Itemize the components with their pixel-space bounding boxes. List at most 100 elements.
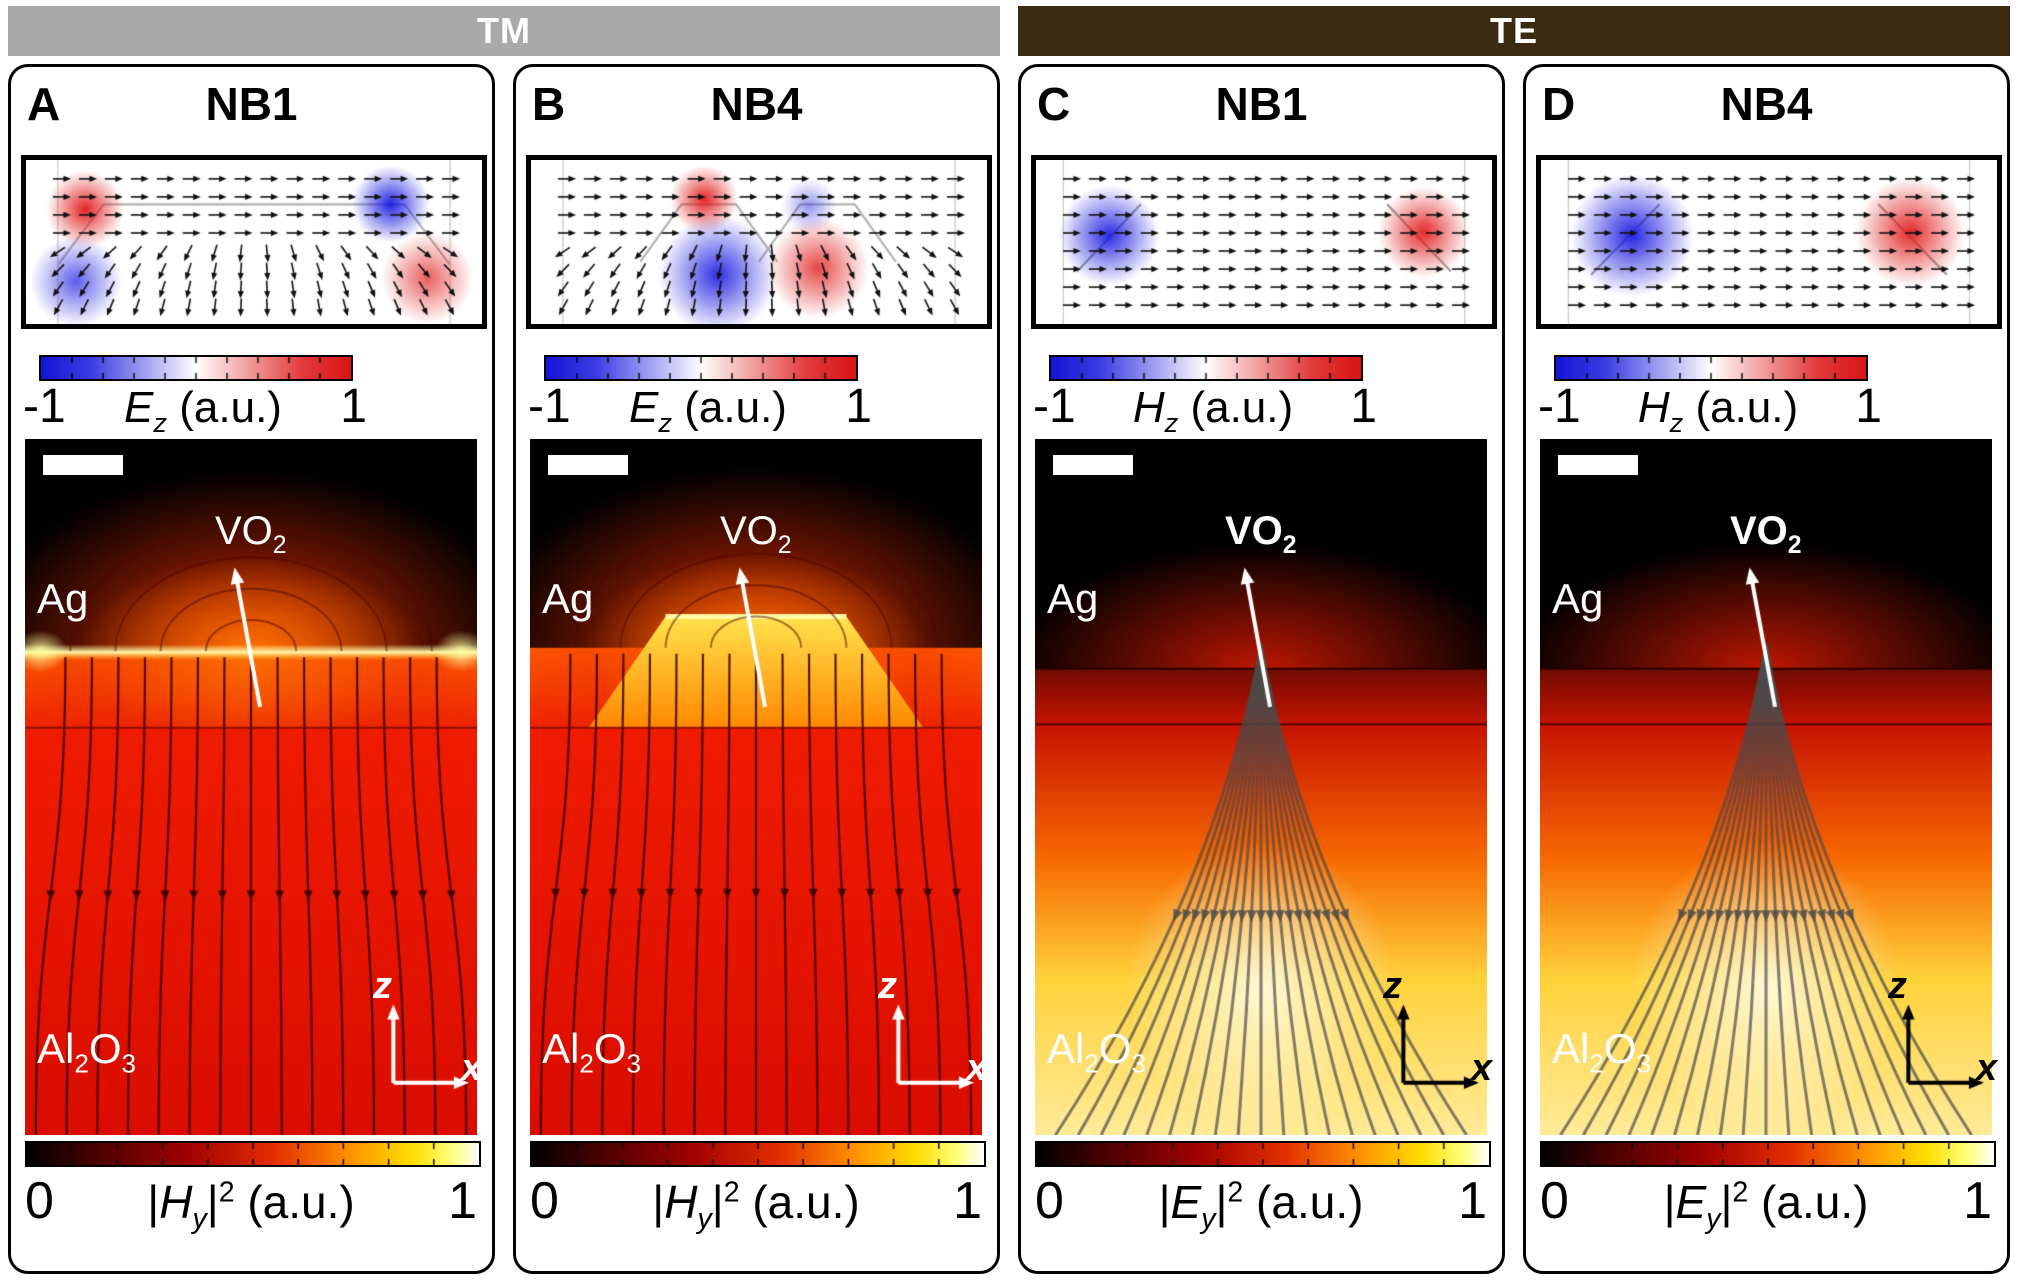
intensity-symbol: H <box>159 1176 193 1228</box>
vector-field-canvas <box>1031 155 1497 329</box>
scale-bar <box>43 455 123 475</box>
intensity-symbol: E <box>1170 1176 1202 1228</box>
intensity-map-canvas <box>530 439 982 1135</box>
header-bar-te: TE <box>1018 6 2010 56</box>
field-units: (a.u.) <box>672 383 787 432</box>
field-colorbar <box>39 355 353 381</box>
z-axis-label: z <box>373 965 392 1007</box>
vo2-text: VO <box>720 509 778 553</box>
intensity-units: (a.u.) <box>739 1176 860 1228</box>
abs-bar-left: | <box>652 1176 665 1228</box>
substrate-s1: 2 <box>1084 1048 1099 1079</box>
field-colorbar-title: Ez (a.u.) <box>124 383 282 439</box>
substrate-p2: O <box>1098 1025 1132 1072</box>
panel: D NB4 -1 Hz (a.u.) 1 Ag VO2 Al2O3 z x 0 … <box>1523 64 2010 1274</box>
substrate-s2: 3 <box>1636 1048 1651 1079</box>
panel-letter: B <box>532 78 566 130</box>
intensity-map: Ag VO2 Al2O3 z x <box>1540 439 1997 1135</box>
intensity-colorbar-labels: 0 |Hy|2 (a.u.) 1 <box>530 1171 982 1236</box>
intensity-colorbar-canvas <box>25 1141 481 1167</box>
vo2-text: VO <box>1225 509 1283 553</box>
field-symbol: H <box>1637 383 1670 432</box>
substrate-label: Al2O3 <box>1047 1025 1146 1079</box>
vo2-sub: 2 <box>1787 532 1802 559</box>
panel: A NB1 -1 Ez (a.u.) 1 Ag VO2 Al2O3 z x 0 … <box>8 64 495 1274</box>
intensity-symbol-sub: y <box>1201 1203 1216 1236</box>
field-colorbar-canvas <box>1049 355 1363 381</box>
intensity-symbol-sub: y <box>697 1203 712 1236</box>
abs-bar-right: | <box>1215 1176 1228 1228</box>
vo2-sub: 2 <box>1282 532 1297 559</box>
intensity-min: 0 <box>530 1172 559 1230</box>
intensity-colorbar-canvas <box>1540 1141 1996 1167</box>
intensity-max: 1 <box>1458 1172 1487 1230</box>
field-colorbar <box>544 355 858 381</box>
intensity-colorbar-labels: 0 |Hy|2 (a.u.) 1 <box>25 1171 477 1236</box>
intensity-symbol-sub: y <box>192 1203 207 1236</box>
metal-label: Ag <box>542 575 594 622</box>
field-colorbar-min: -1 <box>1033 380 1076 433</box>
substrate-s2: 3 <box>626 1048 641 1079</box>
z-axis-label: z <box>1383 965 1402 1007</box>
field-units: (a.u.) <box>167 383 282 432</box>
vector-field-canvas <box>1536 155 2002 329</box>
field-colorbar-canvas <box>1554 355 1868 381</box>
intensity-map: Ag VO2 Al2O3 z x <box>1035 439 1492 1135</box>
field-colorbar <box>1554 355 1868 381</box>
x-axis-label: x <box>1976 1047 1998 1089</box>
abs-bar-right: | <box>206 1176 219 1228</box>
x-axis-label: x <box>1471 1047 1493 1089</box>
scale-bar <box>1558 455 1638 475</box>
abs-bar-left: | <box>1158 1176 1171 1228</box>
field-colorbar-labels: -1 Hz (a.u.) 1 <box>1033 379 1377 439</box>
intensity-symbol: H <box>664 1176 698 1228</box>
field-colorbar-title: Hz (a.u.) <box>1133 383 1293 439</box>
substrate-s2: 3 <box>1131 1048 1146 1079</box>
field-symbol-sub: z <box>1164 406 1179 438</box>
intensity-map: Ag VO2 Al2O3 z x <box>530 439 987 1135</box>
substrate-p2: O <box>1603 1025 1637 1072</box>
intensity-title: |Ey|2 (a.u.) <box>1664 1175 1869 1236</box>
field-colorbar-max: 1 <box>845 380 872 433</box>
field-colorbar-min: -1 <box>528 380 571 433</box>
field-colorbar-labels: -1 Ez (a.u.) 1 <box>528 379 872 439</box>
field-colorbar-max: 1 <box>340 380 367 433</box>
intensity-map-canvas <box>1035 439 1487 1135</box>
panel-letter: D <box>1542 78 1576 130</box>
vo2-label: VO2 <box>720 509 792 560</box>
field-colorbar-max: 1 <box>1855 380 1882 433</box>
intensity-min: 0 <box>25 1172 54 1230</box>
field-colorbar-title: Hz (a.u.) <box>1638 383 1798 439</box>
intensity-exponent: 2 <box>1227 1176 1244 1209</box>
intensity-units: (a.u.) <box>234 1176 355 1228</box>
intensity-title: |Ey|2 (a.u.) <box>1159 1175 1364 1236</box>
intensity-colorbar <box>530 1141 986 1167</box>
field-symbol-sub: z <box>1669 406 1684 438</box>
field-units: (a.u.) <box>1178 383 1294 432</box>
substrate-p1: Al <box>542 1025 580 1072</box>
vo2-sub: 2 <box>272 532 287 559</box>
substrate-s1: 2 <box>1589 1048 1604 1079</box>
intensity-max: 1 <box>448 1172 477 1230</box>
intensity-map: Ag VO2 Al2O3 z x <box>25 439 482 1135</box>
scale-bar <box>548 455 628 475</box>
substrate-p1: Al <box>37 1025 75 1072</box>
intensity-exponent: 2 <box>218 1176 235 1209</box>
x-axis-label: x <box>966 1047 988 1089</box>
intensity-colorbar-labels: 0 |Ey|2 (a.u.) 1 <box>1035 1171 1487 1236</box>
panel-letter: C <box>1037 78 1071 130</box>
vector-field-plot <box>1536 155 2002 329</box>
intensity-title: |Hy|2 (a.u.) <box>147 1175 354 1236</box>
panel-title: NB4 <box>1720 78 1813 130</box>
intensity-colorbar-labels: 0 |Ey|2 (a.u.) 1 <box>1540 1171 1992 1236</box>
field-symbol-sub: z <box>153 406 168 438</box>
panel: C NB1 -1 Hz (a.u.) 1 Ag VO2 Al2O3 z x 0 … <box>1018 64 1505 1274</box>
substrate-label: Al2O3 <box>37 1025 136 1079</box>
field-colorbar-labels: -1 Hz (a.u.) 1 <box>1538 379 1882 439</box>
vo2-text: VO <box>1730 509 1788 553</box>
intensity-title: |Hy|2 (a.u.) <box>652 1175 859 1236</box>
vector-field-plot <box>21 155 487 329</box>
metal-label: Ag <box>37 575 89 622</box>
z-axis-label: z <box>1888 965 1907 1007</box>
